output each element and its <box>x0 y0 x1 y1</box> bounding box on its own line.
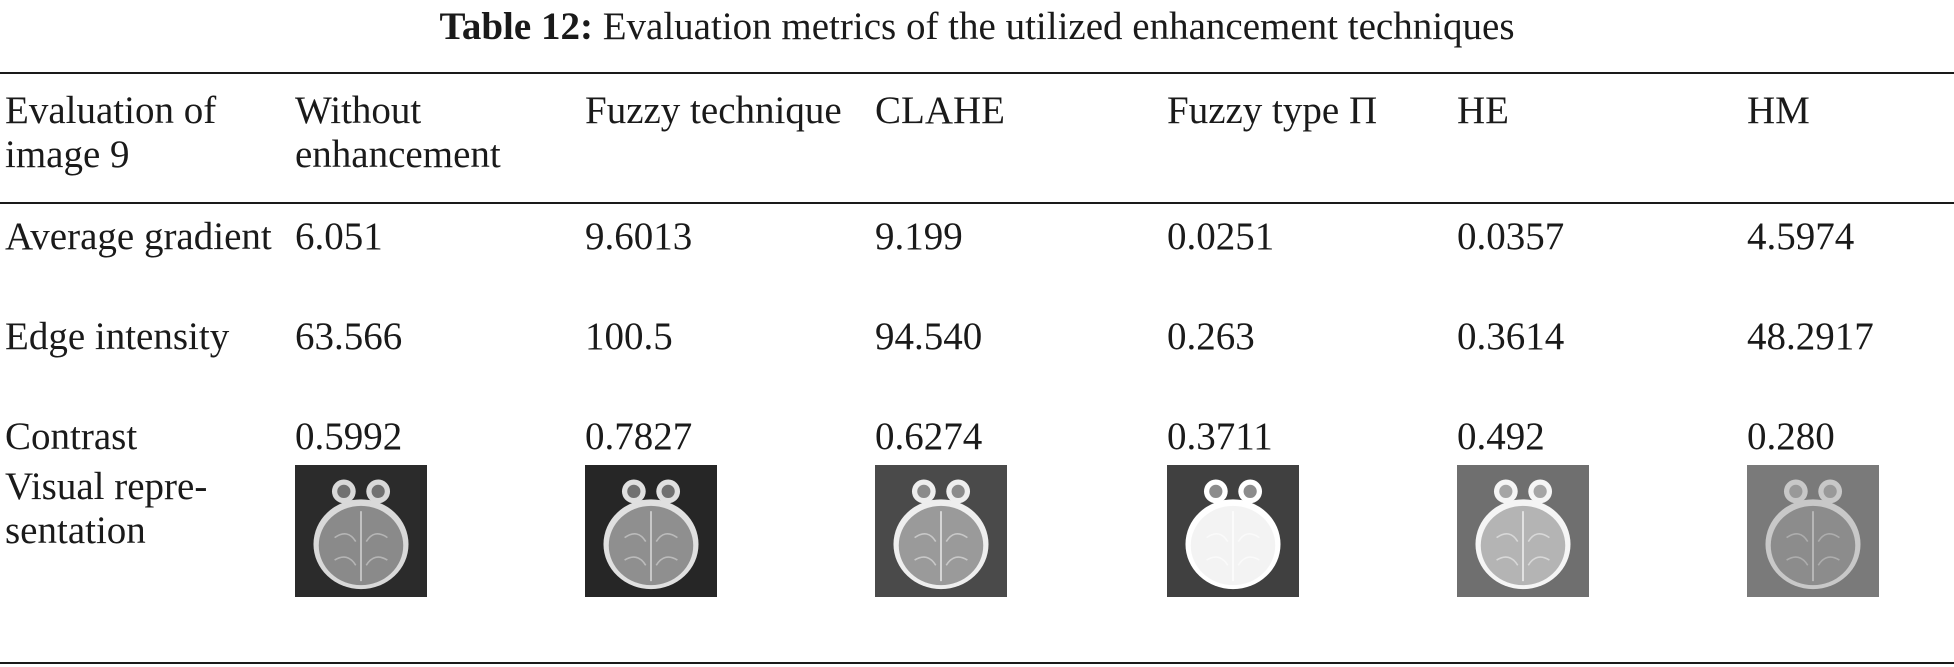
table-cell: 63.566 <box>295 315 403 358</box>
table-row: Average gradient 6.051 9.6013 9.199 0.02… <box>0 205 1954 305</box>
table-cell: 6.051 <box>295 215 383 258</box>
visual-representation-row: Visual repre-sentation <box>0 463 1954 617</box>
table-cell: 0.263 <box>1167 315 1255 358</box>
mri-image-thumbnail <box>1457 465 1589 597</box>
row-label: Contrast <box>5 415 138 458</box>
header-evaluation: Evaluation of image 9 <box>5 89 217 176</box>
table-row: Contrast 0.5992 0.7827 0.6274 0.3711 0.4… <box>0 405 1954 463</box>
header-hm: HM <box>1747 89 1810 132</box>
table-top-rule <box>0 72 1954 74</box>
table-cell: 0.6274 <box>875 415 983 458</box>
mri-image-thumbnail <box>1747 465 1879 597</box>
table-cell: 0.0357 <box>1457 215 1565 258</box>
header-he: HE <box>1457 89 1509 132</box>
row-label: Edge intensity <box>5 315 230 358</box>
table-cell: 0.3711 <box>1167 415 1273 458</box>
mri-image-thumbnail <box>295 465 427 597</box>
table-caption-label: Table 12: <box>439 5 593 48</box>
table-cell: 0.3614 <box>1457 315 1565 358</box>
mri-image-thumbnail <box>585 465 717 597</box>
header-without-enhancement: Without enhancement <box>295 89 501 176</box>
header-fuzzy-type-pi: Fuzzy type Π <box>1167 89 1378 132</box>
mri-image-thumbnail <box>875 465 1007 597</box>
mri-image-thumbnail <box>1167 465 1299 597</box>
table-header-row: Evaluation of image 9 Without enhancemen… <box>0 76 1954 205</box>
table-row: Edge intensity 63.566 100.5 94.540 0.263… <box>0 305 1954 405</box>
row-label: Average gradient <box>5 215 272 258</box>
table-cell: 0.280 <box>1747 415 1835 458</box>
table-cell: 0.492 <box>1457 415 1545 458</box>
table-cell: 0.5992 <box>295 415 403 458</box>
table-cell: 48.2917 <box>1747 315 1874 358</box>
table-cell: 0.0251 <box>1167 215 1275 258</box>
table-header-rule <box>0 202 1954 204</box>
header-clahe: CLAHE <box>875 89 1005 132</box>
table-bottom-rule <box>0 662 1954 664</box>
row-label: Visual repre-sentation <box>5 465 208 552</box>
evaluation-metrics-table: Evaluation of image 9 Without enhancemen… <box>0 76 1954 617</box>
table-cell: 4.5974 <box>1747 215 1855 258</box>
table-caption-text: Evaluation metrics of the utilized enhan… <box>602 5 1515 48</box>
table-cell: 9.199 <box>875 215 963 258</box>
table-cell: 9.6013 <box>585 215 693 258</box>
table-cell: 0.7827 <box>585 415 693 458</box>
table-cell: 94.540 <box>875 315 983 358</box>
table-caption: Table 12: Evaluation metrics of the util… <box>0 0 1954 60</box>
header-fuzzy-technique: Fuzzy technique <box>585 89 842 132</box>
table-cell: 100.5 <box>585 315 673 358</box>
